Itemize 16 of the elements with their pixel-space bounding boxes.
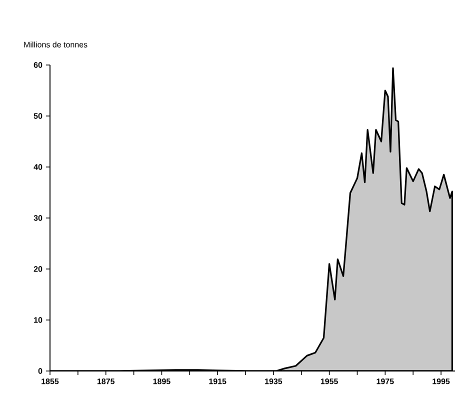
x-tick-label: 1915 <box>209 378 226 384</box>
y-tick-label: 20 <box>34 266 42 272</box>
y-tick-label: 50 <box>34 113 42 119</box>
y-tick-label: 10 <box>34 317 42 323</box>
x-tick-label: 1935 <box>265 378 282 384</box>
y-tick-label: 40 <box>34 164 42 170</box>
x-tick-label: 1855 <box>42 378 59 384</box>
y-axis-title: Millions de tonnes <box>24 42 88 48</box>
x-tick-label: 1875 <box>97 378 115 384</box>
x-tick-label: 1975 <box>376 378 394 384</box>
x-tick-label: 1995 <box>432 378 450 384</box>
y-tick-label: 30 <box>34 215 42 221</box>
y-tick-label: 0 <box>38 368 42 374</box>
x-tick-label: 1955 <box>320 378 338 384</box>
x-tick-label: 1895 <box>153 378 170 384</box>
y-tick-label: 60 <box>34 62 42 68</box>
